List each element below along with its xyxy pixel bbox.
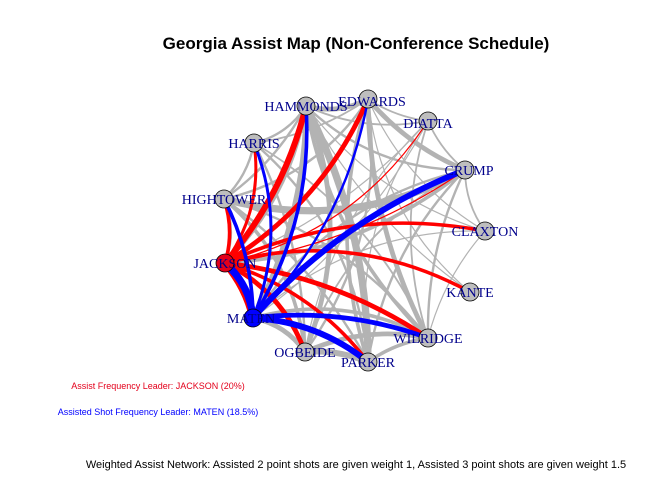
edge-kante-edwards xyxy=(367,98,471,293)
node-kante xyxy=(460,282,480,302)
node-label-maten: MATEN xyxy=(227,312,275,327)
node-jackson xyxy=(215,253,235,273)
edge-wilridge-diatta xyxy=(409,120,429,339)
edge-maten-edwards xyxy=(251,97,370,320)
node-label-jackson: JACKSON xyxy=(193,257,256,272)
edge-claxton-hammonds xyxy=(305,105,486,232)
edge-jackson-kante xyxy=(223,249,472,294)
edge-edwards-harris xyxy=(253,98,369,144)
node-label-hammonds: HAMMONDS xyxy=(264,100,347,115)
node-claxton xyxy=(475,221,495,241)
edge-crump-edwards xyxy=(365,96,468,173)
node-label-edwards: EDWARDS xyxy=(338,95,406,110)
node-wilridge xyxy=(418,328,438,348)
figure-title: Georgia Assist Map (Non-Conference Sched… xyxy=(163,34,550,53)
assist-leader-note: Assist Frequency Leader: JACKSON (20%) xyxy=(71,381,245,391)
edge-maten-hightower xyxy=(222,197,255,320)
network-caption: Weighted Assist Network: Assisted 2 poin… xyxy=(86,459,626,471)
edge-jackson-edwards xyxy=(222,96,371,266)
edge-hammonds-diatta xyxy=(305,105,429,126)
edge-crump-ogbeide xyxy=(304,169,466,353)
node-label-parker: PARKER xyxy=(341,356,396,371)
edge-jackson-wilridge xyxy=(222,260,431,341)
node-label-harris: HARRIS xyxy=(228,137,279,152)
node-label-ogbeide: OGBEIDE xyxy=(274,346,335,361)
edge-crump-wilridge xyxy=(426,168,467,340)
node-label-wilridge: WILRIDGE xyxy=(393,332,462,347)
node-maten xyxy=(243,308,263,328)
node-label-layer: EDWARDS DIATTA CRUMP CLAXTON KANTE WILRIDGE PA… xyxy=(182,95,519,371)
node-label-diatta: DIATTA xyxy=(403,117,453,132)
edge-maten-hammonds xyxy=(251,104,309,320)
node-label-kante: KANTE xyxy=(446,286,493,301)
node-edwards xyxy=(358,89,378,109)
node-crump xyxy=(455,160,475,180)
edge-claxton-maten xyxy=(252,230,486,319)
edge-wilridge-maten xyxy=(251,307,430,340)
edge-crump-claxton xyxy=(464,169,486,232)
node-hightower xyxy=(214,189,234,209)
edge-jackson-parker xyxy=(223,261,370,364)
node-label-claxton: CLAXTON xyxy=(452,225,519,240)
edge-jackson-diatta xyxy=(224,120,429,264)
edge-crump-maten xyxy=(251,168,467,320)
shot-leader-note: Assisted Shot Frequency Leader: MATEN (1… xyxy=(58,407,258,417)
node-diatta xyxy=(418,111,438,131)
node-layer xyxy=(214,89,495,372)
node-hammonds xyxy=(296,96,316,116)
edge-maten-parker xyxy=(250,315,371,365)
edge-crump-jackson xyxy=(223,168,467,265)
edge-jackson-harris xyxy=(223,141,258,265)
edge-kante-hammonds xyxy=(305,105,471,293)
node-parker xyxy=(358,352,378,372)
edge-maten-wilridge xyxy=(250,312,431,341)
node-label-hightower: HIGHTOWER xyxy=(182,193,267,208)
edge-maten-harris xyxy=(251,141,273,320)
node-harris xyxy=(244,133,264,153)
node-ogbeide xyxy=(295,342,315,362)
edge-jackson-hammonds xyxy=(222,103,309,266)
node-label-crump: CRUMP xyxy=(444,164,493,179)
edge-diatta-parker xyxy=(363,120,429,363)
